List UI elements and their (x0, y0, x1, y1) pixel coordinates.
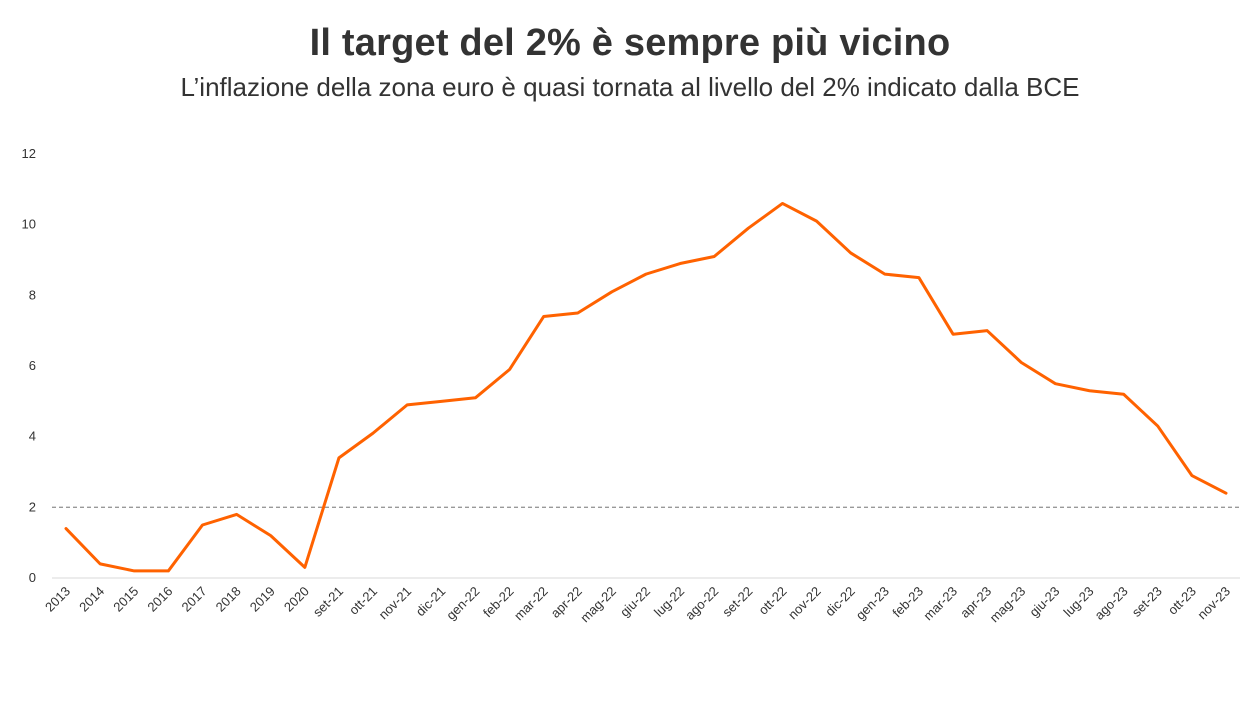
x-tick-label: nov-23 (1194, 584, 1233, 623)
x-tick-label: ott-23 (1165, 584, 1199, 618)
x-tick-label: set-22 (719, 584, 755, 620)
x-tick-label: 2018 (213, 584, 244, 615)
x-tick-label: feb-23 (889, 584, 926, 621)
x-tick-label: giu-22 (617, 584, 653, 620)
inflation-series-line (64, 201, 1228, 573)
x-tick-label: 2015 (110, 584, 141, 615)
x-tick-label: nov-21 (376, 584, 415, 623)
x-tick-label: gen-22 (443, 584, 482, 623)
y-tick-label: 0 (29, 570, 36, 585)
x-tick-label: dic-22 (822, 584, 858, 620)
x-tick-label: 2019 (247, 584, 278, 615)
chart-title: Il target del 2% è sempre più vicino (309, 22, 951, 64)
x-tick-label: ago-22 (682, 584, 721, 623)
x-tick-label: dic-21 (413, 584, 449, 620)
x-tick-label: 2014 (76, 584, 107, 615)
x-tick-label: 2017 (179, 584, 210, 615)
x-tick-label: giu-23 (1026, 584, 1062, 620)
x-tick-label: 2016 (144, 584, 175, 615)
y-axis-ticks: 0 2 4 6 8 10 12 (22, 146, 36, 585)
x-tick-label: mar-23 (920, 584, 960, 624)
x-tick-label: ago-23 (1092, 584, 1131, 623)
y-tick-label: 8 (29, 287, 36, 302)
x-tick-label: set-23 (1129, 584, 1165, 620)
y-tick-label: 10 (22, 217, 36, 232)
x-tick-label: set-21 (310, 584, 346, 620)
x-tick-label: lug-23 (1060, 584, 1096, 620)
y-tick-label: 12 (22, 146, 36, 161)
chart-subtitle: L’inflazione della zona euro è quasi tor… (180, 72, 1080, 102)
x-tick-label: ott-21 (346, 584, 380, 618)
y-tick-label: 4 (29, 429, 36, 444)
x-tick-label: mag-23 (987, 584, 1029, 626)
y-tick-label: 2 (29, 499, 36, 514)
x-tick-label: mar-22 (511, 584, 551, 624)
x-tick-label: feb-22 (480, 584, 517, 621)
x-tick-label: lug-22 (651, 584, 687, 620)
x-tick-label: 2013 (42, 584, 73, 615)
x-tick-label: gen-23 (853, 584, 892, 623)
y-tick-label: 6 (29, 358, 36, 373)
x-tick-label: mag-22 (577, 584, 619, 626)
x-tick-label: 2020 (281, 584, 312, 615)
x-tick-label: nov-22 (785, 584, 824, 623)
x-tick-label: ott-22 (755, 584, 789, 618)
